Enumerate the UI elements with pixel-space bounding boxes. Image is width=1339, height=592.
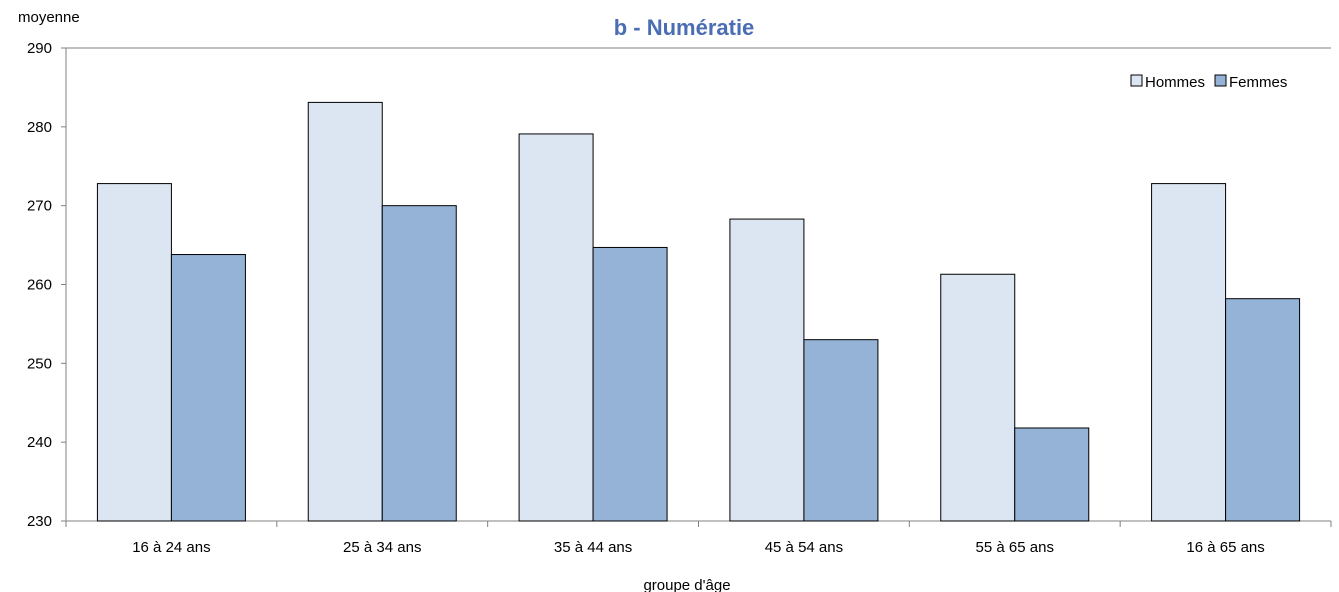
y-tick-label: 250 (27, 355, 52, 372)
bar-hommes (1151, 183, 1227, 522)
bar-hommes (307, 101, 383, 522)
x-tick-label: 16 à 24 ans (132, 539, 210, 556)
legend: Hommes Femmes (1130, 74, 1287, 91)
bar-femmes (170, 254, 246, 522)
x-axis-label: groupe d'âge (643, 577, 730, 592)
y-tick-label: 240 (27, 434, 52, 451)
plot-frame (65, 47, 1331, 522)
bar-femmes (592, 246, 668, 522)
y-tick-label: 230 (27, 513, 52, 530)
y-axis: 230 240 250 260 270 280 290 (27, 40, 66, 530)
x-tick-label: 16 à 65 ans (1186, 539, 1264, 556)
bar-hommes (729, 218, 805, 522)
bar-hommes (940, 273, 1016, 522)
bar-hommes (96, 183, 172, 522)
x-tick-label: 45 à 54 ans (765, 539, 843, 556)
legend-label-hommes: Hommes (1145, 74, 1205, 91)
bar-hommes (518, 133, 594, 522)
x-axis: 16 à 24 ans 25 à 34 ans 35 à 44 ans 45 à 54… (65, 521, 1332, 556)
y-tick-label: 280 (27, 119, 52, 136)
bar-femmes (1014, 427, 1090, 522)
bar-femmes (1225, 298, 1301, 522)
bar-femmes (381, 205, 457, 522)
bar-femmes (803, 339, 879, 522)
legend-swatch-femmes (1214, 74, 1227, 87)
chart-title: b - Numératie (614, 15, 755, 40)
bars (96, 101, 1301, 522)
x-tick-label: 55 à 65 ans (976, 539, 1054, 556)
y-tick-label: 260 (27, 277, 52, 294)
y-tick-label: 290 (27, 40, 52, 57)
legend-label-femmes: Femmes (1229, 74, 1287, 91)
y-tick-label: 270 (27, 198, 52, 215)
y-axis-label: moyenne (18, 9, 80, 26)
x-tick-label: 25 à 34 ans (343, 539, 421, 556)
legend-swatch-hommes (1130, 74, 1143, 87)
x-tick-label: 35 à 44 ans (554, 539, 632, 556)
